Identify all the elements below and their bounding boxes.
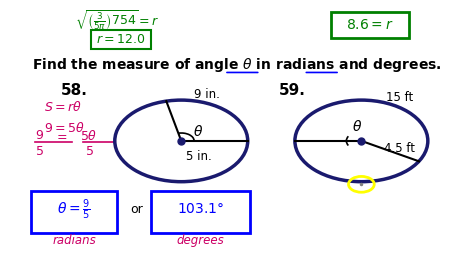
Text: $5$: $5$ <box>85 145 93 158</box>
Bar <box>331 12 409 38</box>
Text: $9 = 5\theta$: $9 = 5\theta$ <box>44 121 85 135</box>
Text: $S = r\theta$: $S = r\theta$ <box>44 100 82 114</box>
Text: $8.6 = r$: $8.6 = r$ <box>346 18 394 32</box>
Text: 9 in.: 9 in. <box>194 88 220 101</box>
Text: $5$: $5$ <box>35 145 44 158</box>
Text: 15 ft: 15 ft <box>386 91 414 104</box>
Text: $\theta$: $\theta$ <box>352 119 362 134</box>
Bar <box>151 191 250 233</box>
Text: 58.: 58. <box>61 83 88 98</box>
Text: $9$: $9$ <box>35 129 44 142</box>
Circle shape <box>115 100 248 182</box>
Text: or: or <box>130 203 143 216</box>
Circle shape <box>295 100 428 182</box>
Text: Find the measure of angle $\theta$ in radians and degrees.: Find the measure of angle $\theta$ in ra… <box>32 56 442 74</box>
Bar <box>91 30 151 49</box>
Text: $=$: $=$ <box>55 129 68 142</box>
Text: radians: radians <box>52 234 96 247</box>
Text: $\sqrt{\left(\frac{3}{5\pi}\right)754} = r$: $\sqrt{\left(\frac{3}{5\pi}\right)754} =… <box>74 8 159 32</box>
Text: $5\theta$: $5\theta$ <box>81 129 98 143</box>
Text: degrees: degrees <box>177 234 224 247</box>
Text: 59.: 59. <box>279 83 306 98</box>
Text: $r = 12.0$: $r = 12.0$ <box>97 33 146 46</box>
Text: 5 in.: 5 in. <box>185 150 211 163</box>
Text: $103.1°$: $103.1°$ <box>177 202 224 216</box>
Text: 4.5 ft: 4.5 ft <box>384 142 416 155</box>
Text: $\theta$: $\theta$ <box>193 124 203 139</box>
Text: $\theta = \frac{9}{5}$: $\theta = \frac{9}{5}$ <box>57 197 91 222</box>
Bar <box>31 191 117 233</box>
